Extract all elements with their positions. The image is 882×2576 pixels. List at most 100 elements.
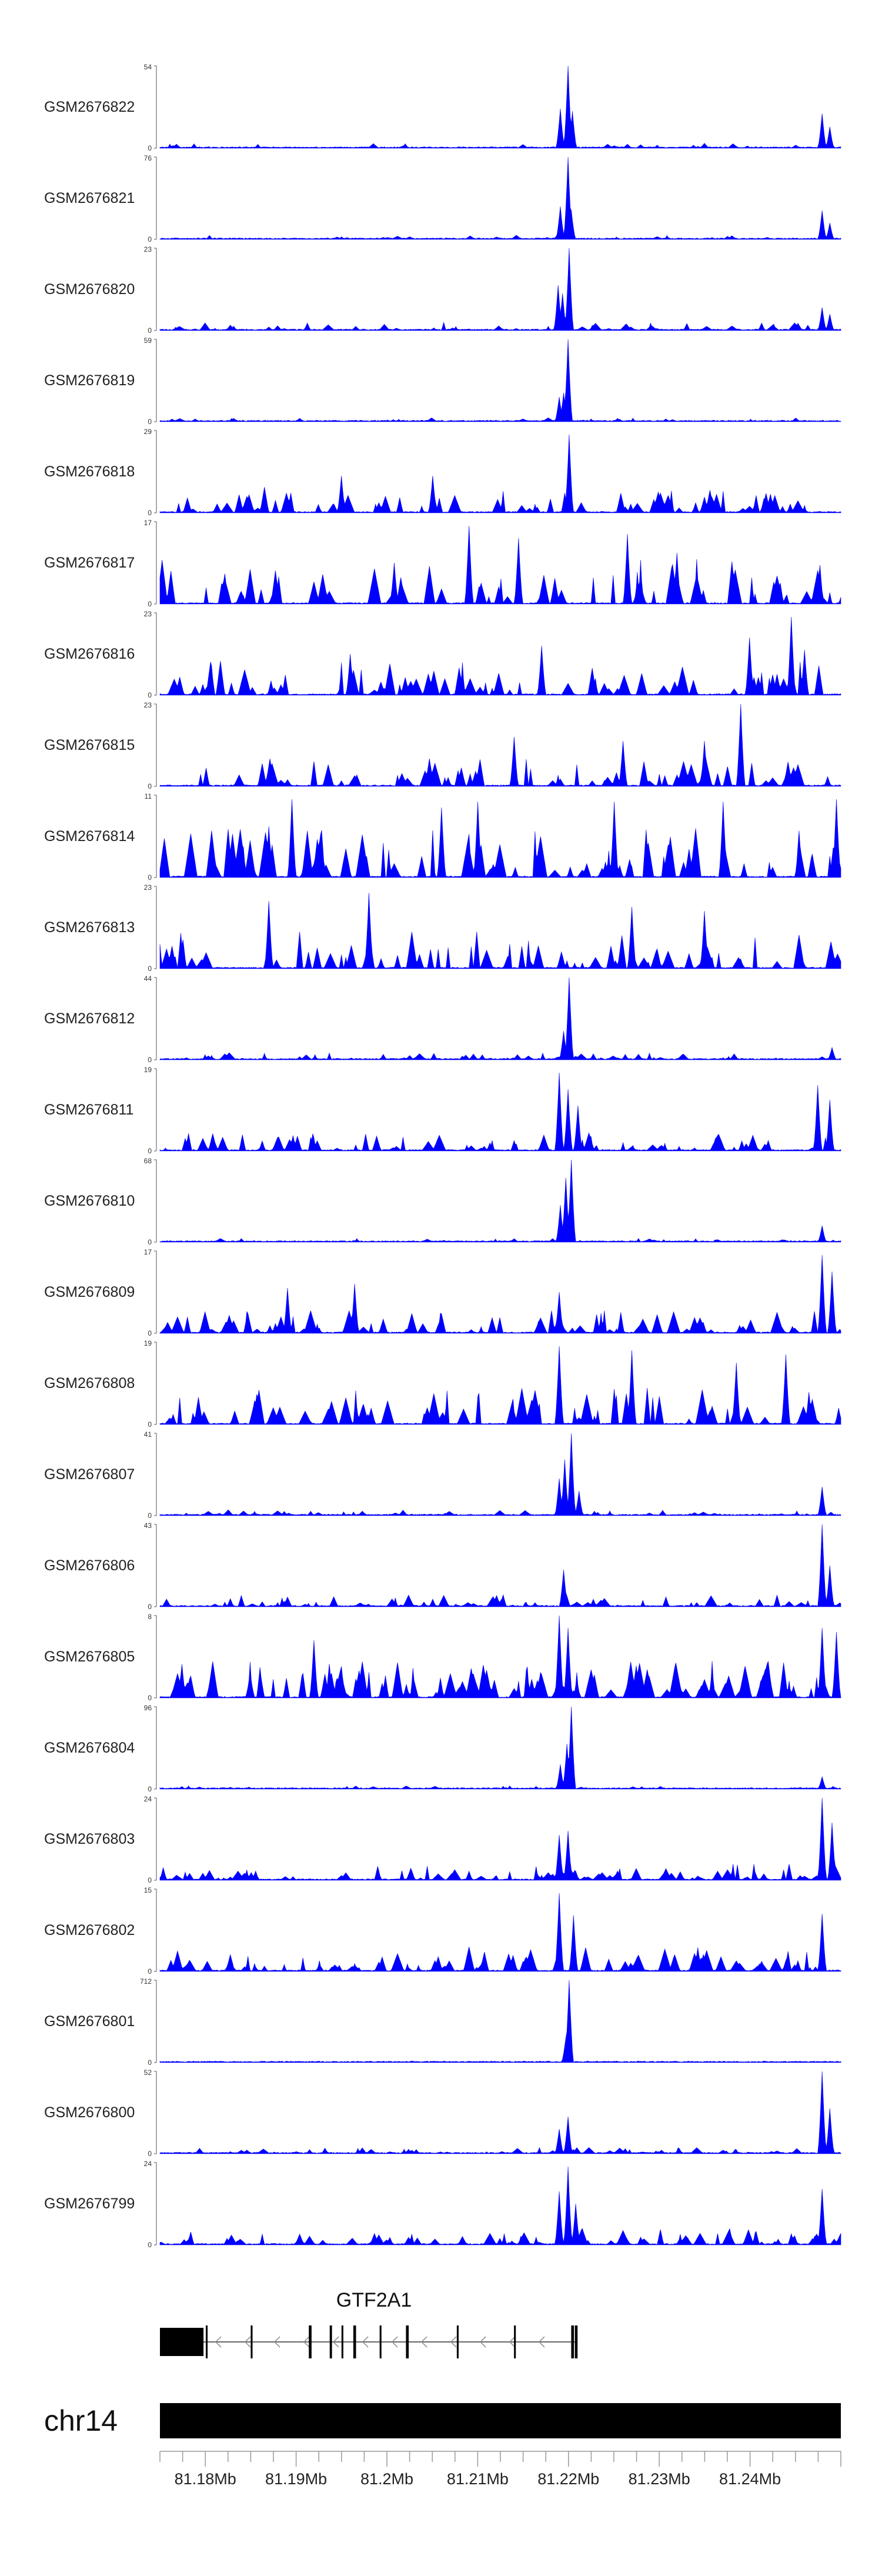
track-label: GSM2676806 <box>44 1557 135 1574</box>
gene-exon <box>250 2325 253 2358</box>
y-min-label: 0 <box>148 418 152 426</box>
strand-arrow <box>244 2336 251 2348</box>
y-min-label: 0 <box>148 1238 152 1246</box>
y-min-label: 0 <box>148 782 152 790</box>
y-min-label: 0 <box>148 235 152 243</box>
y-min-label: 0 <box>148 1420 152 1429</box>
track-label: GSM2676808 <box>44 1375 135 1392</box>
strand-arrow <box>509 2336 516 2348</box>
y-max-label: 24 <box>144 2160 152 2168</box>
y-min-label: 0 <box>148 1511 152 1520</box>
y-min-label: 0 <box>148 1785 152 1793</box>
track-label: GSM2676800 <box>44 2104 135 2121</box>
y-max-label: 24 <box>144 1795 152 1803</box>
coverage-track: GSM2676818 29 0 <box>44 428 841 517</box>
strand-arrow <box>450 2336 457 2348</box>
coverage-area <box>159 1433 841 1516</box>
y-max-label: 43 <box>144 1521 152 1530</box>
gene-exon <box>341 2325 343 2358</box>
gene-exon <box>353 2325 356 2358</box>
coverage-track: GSM2676802 15 0 <box>44 1886 841 1976</box>
x-tick-label: 81.22Mb <box>537 2470 599 2488</box>
y-max-label: 23 <box>144 610 152 618</box>
y-min-label: 0 <box>148 1967 152 1976</box>
coverage-track: GSM2676812 44 0 <box>44 975 841 1064</box>
y-max-label: 19 <box>144 1066 152 1074</box>
strand-arrow <box>538 2336 545 2348</box>
track-label: GSM2676815 <box>44 737 135 753</box>
y-min-label: 0 <box>148 873 152 882</box>
coverage-track: GSM2676817 17 0 <box>44 519 841 608</box>
track-label: GSM2676817 <box>44 555 135 571</box>
y-min-label: 0 <box>148 2058 152 2067</box>
coverage-track: GSM2676806 43 0 <box>44 1521 841 1611</box>
strand-arrow <box>420 2336 427 2348</box>
track-label: GSM2676811 <box>44 1102 133 1118</box>
coverage-area <box>159 1072 841 1152</box>
track-label: GSM2676819 <box>44 372 135 389</box>
coverage-track: GSM2676821 76 0 <box>44 154 841 243</box>
y-max-label: 19 <box>144 1339 152 1347</box>
track-label: GSM2676801 <box>44 2013 135 2030</box>
y-max-label: 96 <box>144 1704 152 1712</box>
coverage-track: GSM2676803 24 0 <box>44 1795 841 1884</box>
track-label: GSM2676822 <box>44 99 135 115</box>
y-min-label: 0 <box>148 1876 152 1884</box>
track-label: GSM2676812 <box>44 1010 135 1027</box>
x-tick-label: 81.24Mb <box>719 2470 781 2488</box>
track-label: GSM2676814 <box>44 828 135 845</box>
coverage-track: GSM2676809 17 0 <box>44 1248 841 1337</box>
y-max-label: 68 <box>144 1157 152 1165</box>
coverage-track: GSM2676810 68 0 <box>44 1157 841 1246</box>
gene-label: GTF2A1 <box>336 2289 412 2311</box>
y-max-label: 712 <box>140 1977 152 1986</box>
track-label: GSM2676820 <box>44 281 135 298</box>
y-min-label: 0 <box>148 144 152 152</box>
coverage-track: GSM2676813 23 0 <box>44 883 841 973</box>
y-max-label: 52 <box>144 2068 152 2077</box>
strand-arrow <box>362 2336 369 2348</box>
coverage-area <box>159 1254 841 1334</box>
coverage-track: GSM2676801 712 0 <box>44 1977 841 2067</box>
x-tick-label: 81.23Mb <box>629 2470 690 2488</box>
track-label: GSM2676804 <box>44 1740 135 1756</box>
y-max-label: 29 <box>144 428 152 436</box>
coverage-track: GSM2676800 52 0 <box>44 2068 841 2158</box>
track-label: GSM2676813 <box>44 919 135 936</box>
y-min-label: 0 <box>148 1603 152 1611</box>
track-label: GSM2676809 <box>44 1284 135 1300</box>
y-max-label: 15 <box>144 1886 152 1894</box>
y-max-label: 41 <box>144 1430 152 1439</box>
strand-arrow <box>479 2336 486 2348</box>
gene-exon <box>160 2328 204 2356</box>
coverage-area <box>159 799 841 878</box>
coverage-track: GSM2676816 23 0 <box>44 610 841 699</box>
coverage-track: GSM2676807 41 0 <box>44 1430 841 1520</box>
y-min-label: 0 <box>148 600 152 608</box>
track-label: GSM2676799 <box>44 2195 135 2212</box>
y-max-label: 8 <box>148 1613 152 1621</box>
coverage-area <box>159 1615 841 1699</box>
y-max-label: 23 <box>144 245 152 253</box>
strand-arrow <box>332 2336 339 2348</box>
track-label: GSM2676818 <box>44 463 135 480</box>
gene-exon <box>309 2325 312 2358</box>
coverage-area <box>159 1797 841 1881</box>
chromosome-bar <box>160 2403 841 2438</box>
gene-exon <box>574 2325 578 2358</box>
y-min-label: 0 <box>148 509 152 517</box>
coverage-area <box>159 65 841 149</box>
track-label: GSM2676821 <box>44 190 135 206</box>
track-label: GSM2676816 <box>44 646 135 662</box>
y-min-label: 0 <box>148 691 152 699</box>
x-tick-label: 81.19Mb <box>265 2470 327 2488</box>
coverage-area <box>159 339 841 422</box>
coverage-area <box>159 525 841 605</box>
y-max-label: 44 <box>144 975 152 983</box>
gene-exon <box>205 2325 208 2358</box>
track-label: GSM2676810 <box>44 1193 135 1209</box>
y-min-label: 0 <box>148 2150 152 2158</box>
y-min-label: 0 <box>148 326 152 335</box>
y-max-label: 23 <box>144 883 152 892</box>
strand-arrow <box>273 2336 280 2348</box>
